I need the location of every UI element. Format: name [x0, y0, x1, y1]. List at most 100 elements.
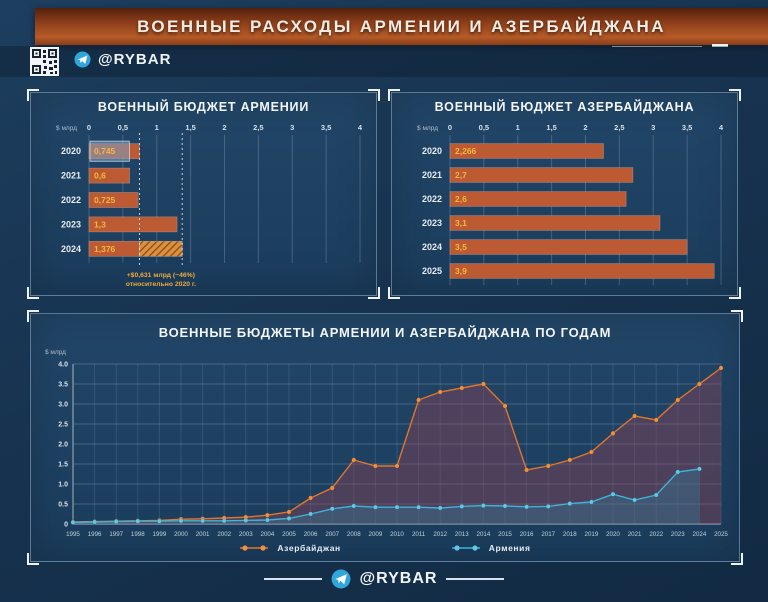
svg-text:2016: 2016: [520, 531, 534, 538]
svg-text:1,3: 1,3: [94, 219, 106, 229]
svg-text:2001: 2001: [196, 531, 210, 538]
svg-text:2023: 2023: [422, 218, 442, 228]
svg-text:2004: 2004: [261, 531, 275, 538]
svg-text:1: 1: [516, 123, 520, 132]
svg-text:2002: 2002: [217, 531, 231, 538]
svg-text:4.0: 4.0: [58, 362, 68, 369]
svg-text:0,745: 0,745: [94, 146, 116, 156]
svg-text:1995: 1995: [66, 531, 80, 538]
svg-text:0: 0: [87, 123, 91, 132]
svg-text:$ млрд: $ млрд: [45, 349, 66, 356]
svg-text:2020: 2020: [606, 531, 620, 538]
corner-bracket: [388, 89, 400, 101]
armenia-bar-chart: $ млрд 0 0,5 1 1,5 2 2,5 3 3,5 4 2020 0,745 2021 0,6 2…: [35, 115, 372, 291]
svg-text:0: 0: [448, 123, 452, 132]
svg-text:2,5: 2,5: [614, 123, 624, 132]
svg-text:0,725: 0,725: [94, 195, 116, 205]
svg-text:1.5: 1.5: [58, 462, 68, 469]
banner-underline-dash: [712, 44, 728, 47]
footer-left-line: [263, 578, 322, 580]
svg-text:2011: 2011: [412, 531, 426, 538]
header-telegram-row: @RYBAR: [74, 51, 171, 68]
svg-text:2,6: 2,6: [455, 194, 467, 204]
corner-bracket: [27, 310, 39, 322]
footer: @RYBAR: [0, 569, 768, 589]
svg-text:2012: 2012: [433, 531, 447, 538]
svg-text:0,5: 0,5: [118, 123, 128, 132]
corner-bracket: [368, 89, 380, 101]
svg-text:+$0,631 млрд (~46%): +$0,631 млрд (~46%): [127, 272, 195, 279]
svg-text:1,5: 1,5: [185, 123, 195, 132]
svg-text:2018: 2018: [563, 531, 577, 538]
svg-text:2025: 2025: [714, 531, 728, 538]
timeline-legend: Азербайджан Армения: [31, 543, 739, 553]
svg-text:$ млрд: $ млрд: [56, 125, 77, 132]
svg-text:2: 2: [222, 123, 226, 132]
svg-text:2017: 2017: [541, 531, 555, 538]
timeline-panel: ВОЕННЫЕ БЮДЖЕТЫ АРМЕНИИ И АЗЕРБАЙДЖАНА П…: [27, 310, 743, 565]
svg-text:2008: 2008: [347, 531, 361, 538]
svg-text:2007: 2007: [325, 531, 339, 538]
banner-underline: [612, 46, 702, 47]
svg-text:2022: 2022: [61, 195, 81, 205]
svg-text:2.5: 2.5: [58, 422, 68, 429]
svg-text:1997: 1997: [109, 531, 123, 538]
timeline-chart-title: ВОЕННЫЕ БЮДЖЕТЫ АРМЕНИИ И АЗЕРБАЙДЖАНА П…: [158, 325, 612, 340]
svg-text:2,266: 2,266: [455, 146, 477, 156]
legend-item-armenia: Армения: [451, 543, 531, 553]
svg-text:1999: 1999: [153, 531, 167, 538]
corner-bracket: [731, 553, 743, 565]
svg-text:3,5: 3,5: [321, 123, 331, 132]
svg-text:2: 2: [583, 123, 587, 132]
svg-text:2006: 2006: [304, 531, 318, 538]
azerbaijan-budget-panel: ВОЕННЫЙ БЮДЖЕТ АЗЕРБАЙДЖАНА $ млрд 0 0,5 1 1…: [388, 89, 741, 299]
svg-text:0: 0: [64, 522, 68, 529]
legend-label: Армения: [488, 543, 531, 553]
svg-text:2023: 2023: [61, 219, 81, 229]
telegram-icon: [74, 51, 91, 68]
corner-bracket: [27, 89, 39, 101]
svg-text:2009: 2009: [369, 531, 383, 538]
svg-text:3.5: 3.5: [58, 382, 68, 389]
svg-text:3.0: 3.0: [58, 402, 68, 409]
svg-text:3: 3: [651, 123, 655, 132]
svg-text:1,5: 1,5: [546, 123, 556, 132]
svg-text:2000: 2000: [174, 531, 188, 538]
svg-text:2013: 2013: [455, 531, 469, 538]
corner-bracket: [27, 553, 39, 565]
svg-text:0,5: 0,5: [479, 123, 489, 132]
svg-text:2022: 2022: [649, 531, 663, 538]
footer-channel-handle: @RYBAR: [359, 570, 438, 587]
svg-text:0.5: 0.5: [58, 502, 68, 509]
svg-text:2023: 2023: [671, 531, 685, 538]
svg-text:1,376: 1,376: [94, 244, 116, 254]
azerbaijan-bar-chart: $ млрд 0 0,5 1 1,5 2 2,5 3 3,5 4 2020 2,266 2021 2,7 2…: [396, 115, 733, 291]
svg-text:2005: 2005: [282, 531, 296, 538]
timeline-line-chart: $ млрд 1995 1996 1997 1998 1999 2000 2001 2002 20…: [39, 344, 731, 540]
svg-text:2021: 2021: [628, 531, 642, 538]
svg-text:3,1: 3,1: [455, 218, 467, 228]
armenia-chart-title: ВОЕННЫЙ БЮДЖЕТ АРМЕНИИ: [97, 100, 310, 114]
svg-text:2010: 2010: [390, 531, 404, 538]
svg-text:2015: 2015: [498, 531, 512, 538]
svg-text:2020: 2020: [422, 146, 442, 156]
svg-text:2021: 2021: [61, 171, 81, 181]
svg-text:0,6: 0,6: [94, 171, 106, 181]
svg-text:$ млрд: $ млрд: [417, 125, 438, 132]
legend-label: Азербайджан: [277, 543, 341, 553]
svg-text:2024: 2024: [61, 244, 81, 254]
svg-text:2024: 2024: [422, 242, 442, 252]
svg-text:3,5: 3,5: [455, 242, 467, 252]
svg-text:1: 1: [155, 123, 159, 132]
azerbaijan-chart-title: ВОЕННЫЙ БЮДЖЕТ АЗЕРБАЙДЖАНА: [434, 100, 695, 114]
svg-text:2,5: 2,5: [253, 123, 263, 132]
page-title: ВОЕННЫЕ РАСХОДЫ АРМЕНИИ И АЗЕРБАЙДЖАНА: [137, 16, 666, 36]
corner-bracket: [729, 287, 741, 299]
svg-text:2003: 2003: [239, 531, 253, 538]
svg-text:2019: 2019: [585, 531, 599, 538]
svg-text:3,5: 3,5: [682, 123, 692, 132]
armenia-budget-panel: ВОЕННЫЙ БЮДЖЕТ АРМЕНИИ $ млрд 0 0,5 1 1,5 2 2,…: [27, 89, 380, 299]
svg-text:2020: 2020: [61, 146, 81, 156]
svg-text:3,9: 3,9: [455, 266, 467, 276]
svg-text:2022: 2022: [422, 194, 442, 204]
